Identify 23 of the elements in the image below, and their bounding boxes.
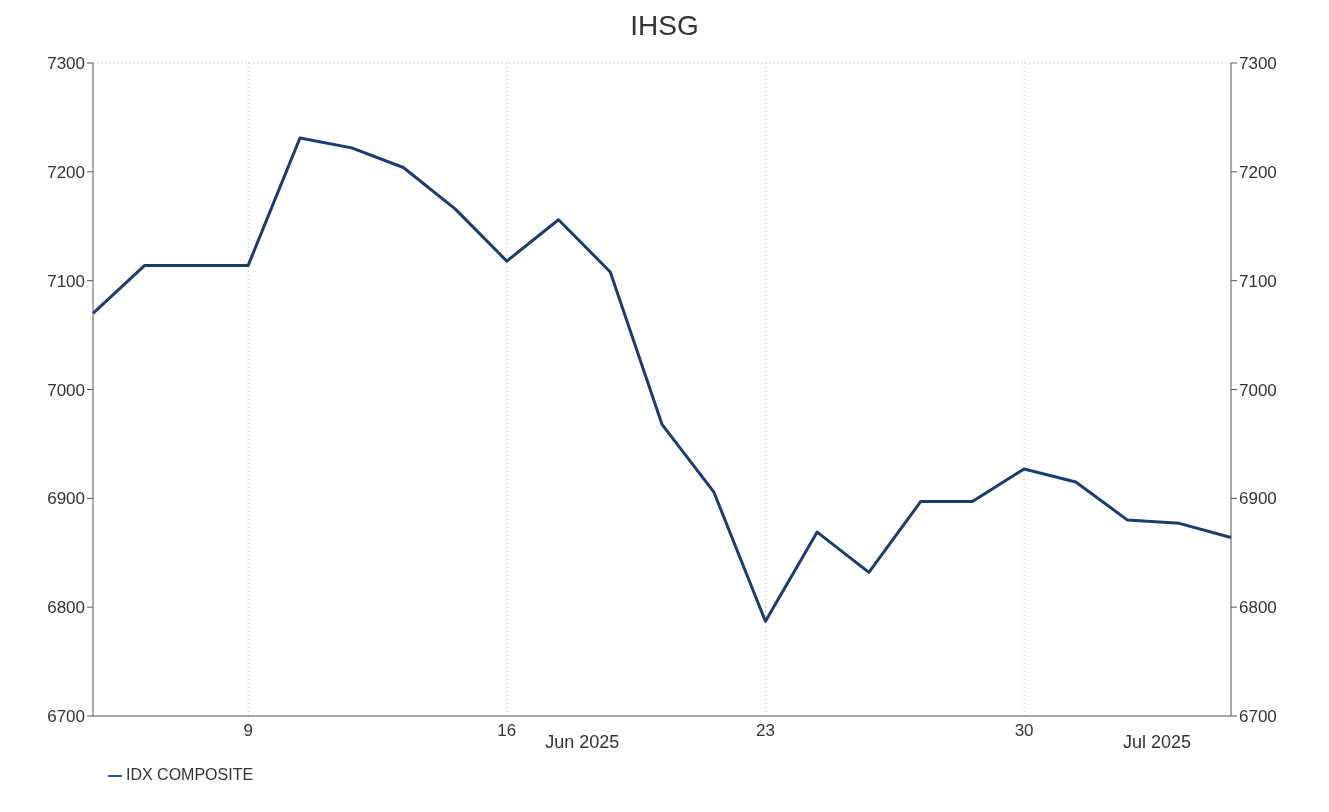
x-tick-label: 30 bbox=[1014, 721, 1034, 741]
y2-tick-label: 7000 bbox=[1239, 380, 1277, 400]
y2-tick-label: 6900 bbox=[1239, 489, 1277, 509]
legend-label: IDX COMPOSITE bbox=[126, 766, 254, 783]
y-tick-label: 7100 bbox=[47, 271, 85, 291]
y-tick-label: 6700 bbox=[47, 707, 85, 727]
y-tick-label: 6800 bbox=[47, 598, 85, 618]
chart-title: IHSG bbox=[629, 10, 700, 42]
y-tick-label: 6900 bbox=[47, 489, 85, 509]
y2-tick-label: 7300 bbox=[1239, 54, 1277, 74]
y-tick-label: 7200 bbox=[47, 162, 85, 182]
text: Jun 2025 bbox=[545, 732, 620, 752]
y2-tick-label: 6700 bbox=[1239, 707, 1277, 727]
y-tick-label: 7300 bbox=[47, 54, 85, 74]
x-tick-label: 16 bbox=[497, 721, 517, 741]
x-tick-label: 23 bbox=[755, 721, 775, 741]
y2-tick-label: 7100 bbox=[1239, 271, 1277, 291]
y-tick-label: 7000 bbox=[47, 380, 85, 400]
y2-tick-label: 6800 bbox=[1239, 598, 1277, 618]
y2-tick-label: 7200 bbox=[1239, 162, 1277, 182]
text: Jul 2025 bbox=[1122, 732, 1193, 753]
x-tick-label: 9 bbox=[243, 721, 253, 741]
line-series bbox=[91, 136, 1233, 623]
